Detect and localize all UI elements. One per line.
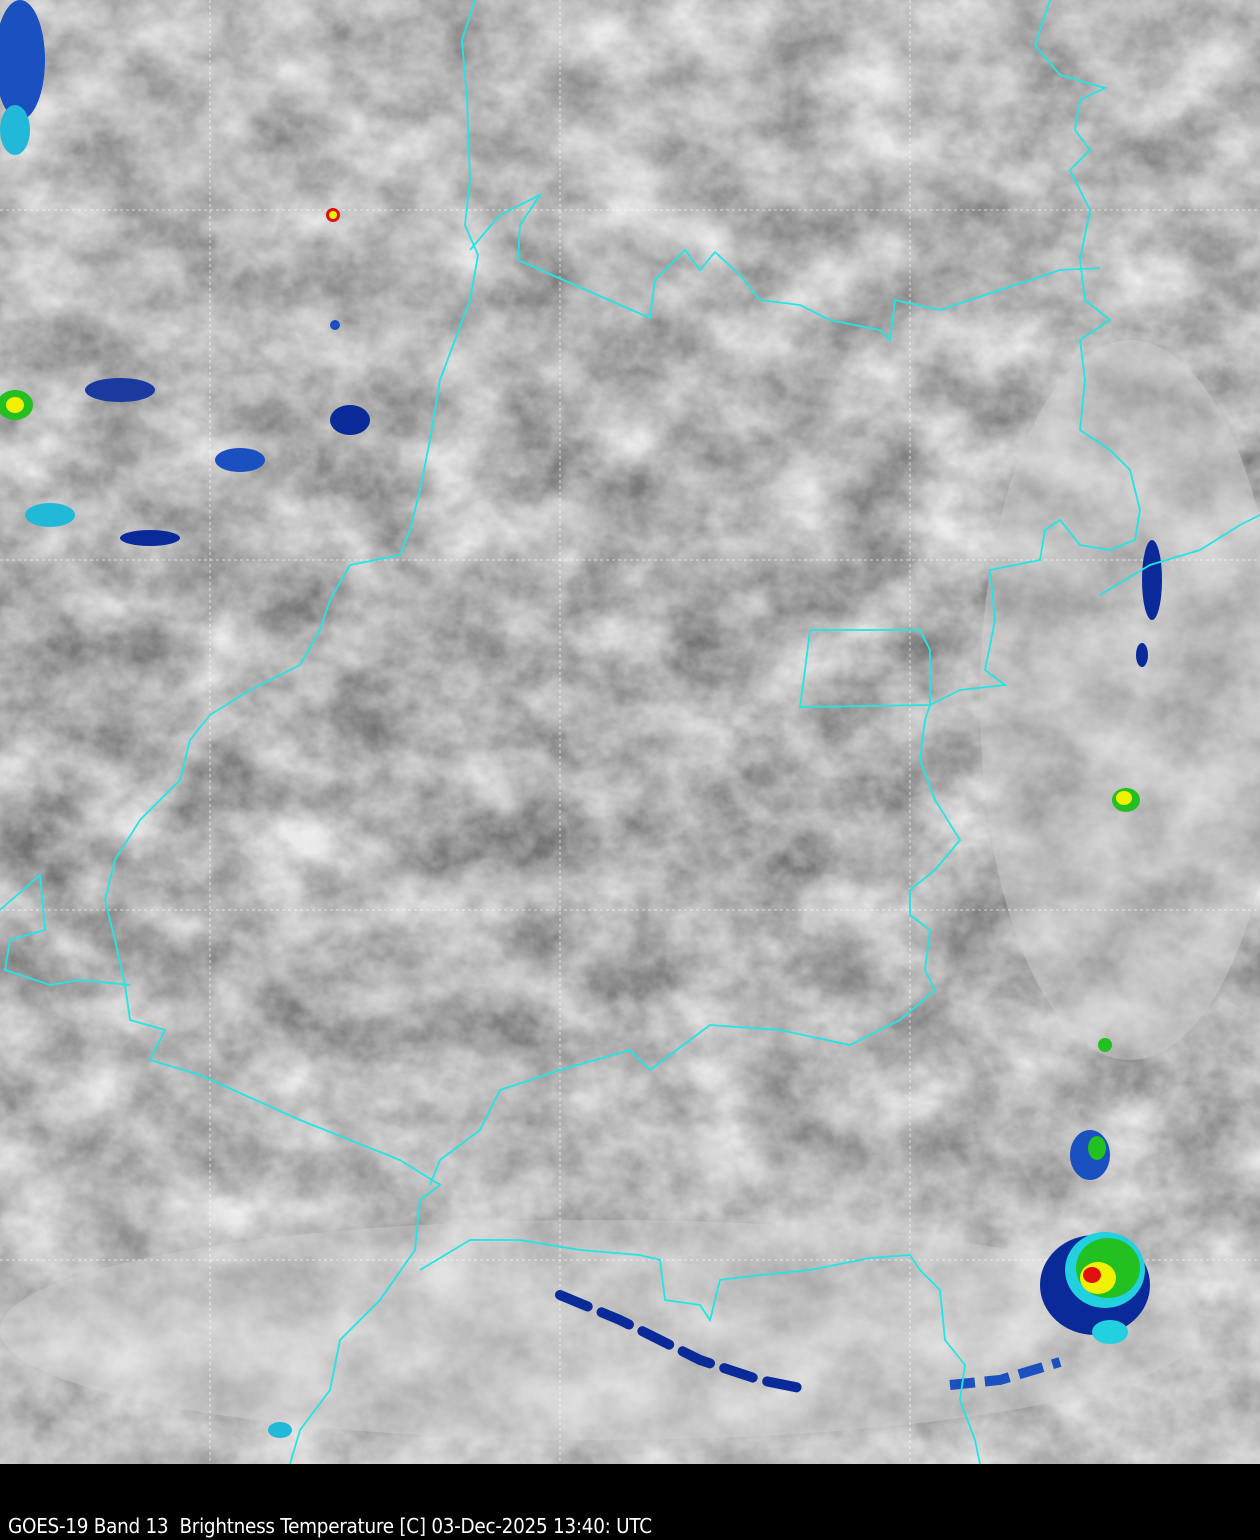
- state-borders: [0, 0, 1260, 1464]
- satellite-image: [0, 0, 1260, 1464]
- bright-region-south: [0, 1220, 1200, 1440]
- cold-cloud-tops: [0, 0, 1162, 1438]
- bright-region-east: [980, 340, 1260, 1060]
- image-caption: GOES-19 Band 13 Brightness Temperature […: [8, 1514, 652, 1538]
